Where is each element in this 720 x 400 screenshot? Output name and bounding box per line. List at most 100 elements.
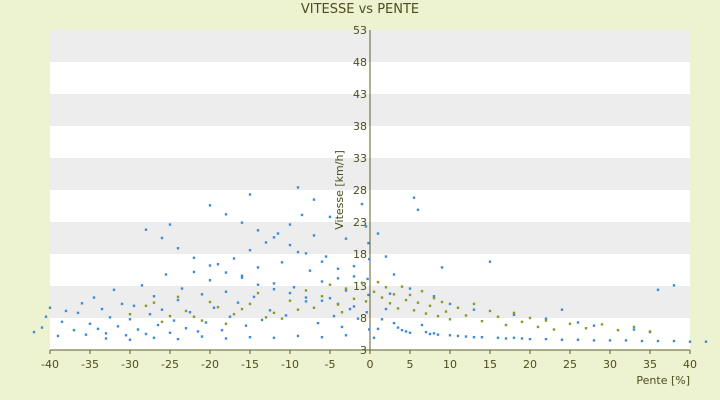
data-point [632, 325, 636, 329]
data-point [672, 284, 676, 287]
data-point [396, 326, 400, 329]
data-point [192, 315, 196, 318]
data-point [244, 324, 248, 327]
data-point [424, 312, 428, 315]
data-point [248, 302, 252, 306]
data-point [160, 308, 164, 311]
data-point [352, 305, 356, 308]
data-point [280, 317, 284, 320]
data-point [308, 269, 312, 272]
data-point [400, 285, 404, 288]
data-point [172, 319, 176, 322]
data-point [88, 322, 92, 325]
data-point [240, 221, 244, 224]
data-point [152, 301, 156, 304]
data-point [176, 295, 180, 299]
data-point [224, 337, 228, 340]
data-point [272, 288, 276, 291]
data-point [448, 334, 452, 337]
data-point [464, 335, 468, 338]
data-point [268, 309, 272, 312]
data-point [280, 261, 284, 264]
data-point [488, 260, 492, 263]
data-point [220, 328, 224, 332]
data-point [320, 295, 324, 298]
data-point [104, 332, 108, 335]
data-point [288, 299, 292, 302]
data-point [216, 263, 220, 266]
data-point [144, 228, 148, 231]
data-point [124, 334, 128, 337]
data-point [208, 300, 212, 304]
data-point [584, 327, 588, 330]
data-point [312, 198, 316, 201]
data-point [296, 308, 300, 311]
data-point [448, 318, 452, 321]
y-tick-label: 3 [360, 344, 367, 357]
data-point [672, 339, 676, 343]
data-point [336, 277, 340, 280]
data-point [232, 312, 236, 316]
data-point [288, 291, 292, 295]
data-point [256, 291, 260, 295]
data-point [368, 328, 371, 331]
data-point [352, 297, 356, 300]
y-tick-label: 8 [360, 312, 367, 325]
data-point [320, 299, 324, 302]
y-axis-label: Vitesse [km/h] [333, 150, 346, 230]
data-point [436, 314, 440, 318]
data-point [288, 223, 292, 226]
data-point [344, 287, 348, 290]
data-point [192, 270, 196, 274]
data-point [264, 316, 268, 319]
data-point [208, 279, 212, 282]
data-point [464, 314, 468, 317]
data-point [416, 208, 420, 212]
data-point [608, 339, 612, 342]
data-point [200, 293, 204, 296]
x-tick-label: 15 [483, 358, 497, 371]
data-point [396, 307, 400, 310]
data-point [428, 332, 432, 336]
data-point [60, 320, 64, 324]
data-point [312, 306, 316, 309]
data-point [108, 316, 112, 319]
data-point [560, 338, 564, 341]
x-tick-labels: -40 -35 -30 -25 -20 -15 -10 -5 0 5 10 15 20 25 30 35 40 [41, 350, 697, 371]
data-point [128, 338, 132, 341]
data-point [224, 213, 228, 216]
data-point [536, 325, 540, 329]
data-point [100, 307, 104, 311]
data-point [560, 308, 564, 311]
y-tick-label: 23 [353, 216, 367, 229]
data-point [176, 337, 180, 341]
data-point [208, 264, 212, 267]
data-point [420, 323, 424, 327]
data-point [648, 330, 652, 333]
data-point [176, 247, 180, 250]
data-point [408, 293, 412, 297]
data-point [656, 339, 660, 343]
data-point [412, 196, 416, 199]
data-point [408, 331, 412, 334]
data-point [340, 325, 344, 329]
x-tick-label: -35 [81, 358, 99, 371]
data-point [236, 301, 240, 304]
data-point [156, 323, 160, 327]
data-point [112, 288, 116, 292]
data-point [96, 327, 100, 331]
data-point [148, 312, 152, 316]
data-point [336, 303, 340, 306]
data-point [76, 311, 80, 315]
data-point [472, 336, 476, 339]
data-point [400, 328, 404, 332]
data-point [272, 282, 276, 285]
data-point [480, 336, 484, 339]
data-point [252, 295, 256, 299]
data-point [328, 283, 332, 286]
data-point [256, 229, 260, 232]
data-point [200, 319, 204, 322]
data-point [276, 232, 280, 235]
data-point [376, 232, 380, 235]
